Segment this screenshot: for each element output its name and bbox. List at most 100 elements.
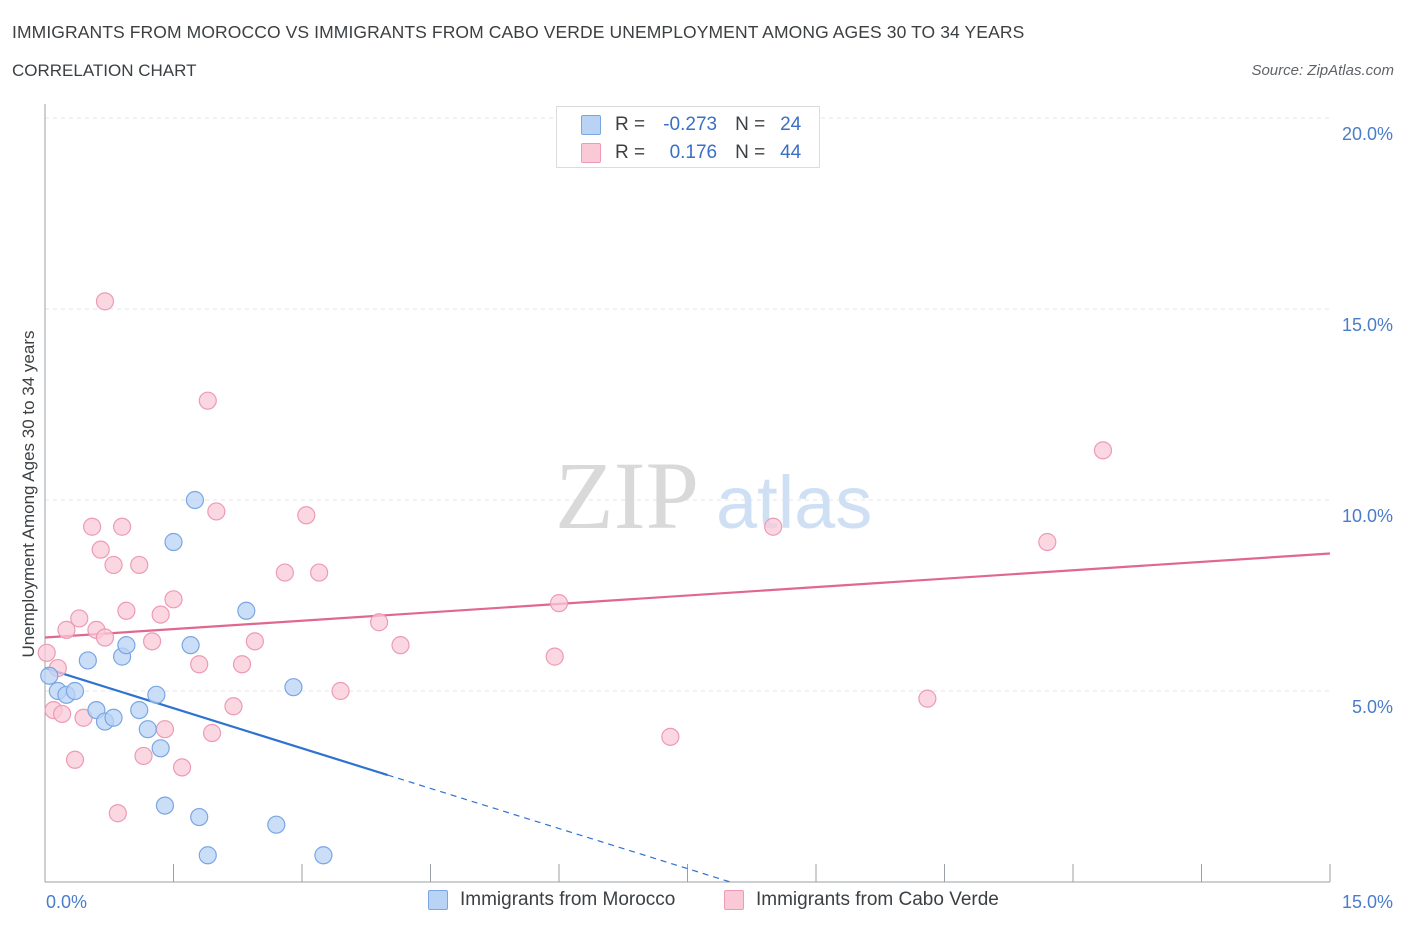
morocco-point [190, 807, 209, 827]
n-value: 44 [780, 142, 802, 163]
watermark-atlas: atlas [716, 461, 872, 544]
grid-lines [45, 117, 1330, 692]
caboverde-point [297, 506, 316, 525]
caboverde-point [245, 632, 264, 651]
caboverde-trend-line [44, 552, 1331, 639]
caboverde-point [155, 720, 175, 739]
data-points [37, 292, 1113, 865]
stats-legend: R = -0.273 N = 24 R = 0.176 N = 44 [556, 106, 820, 168]
caboverde-point [1038, 532, 1057, 552]
caboverde-point [95, 292, 115, 311]
caboverde-point [232, 655, 252, 674]
caboverde-point [190, 655, 209, 674]
caboverde-point [70, 609, 89, 628]
morocco-point [267, 815, 286, 834]
caboverde-swatch [581, 143, 601, 163]
caboverde-point [391, 636, 410, 655]
caboverde-point [104, 555, 123, 575]
morocco-legend-label: Immigrants from Morocco [460, 889, 676, 910]
bottom-legend-morocco: Immigrants from Morocco [428, 889, 675, 911]
morocco-point [104, 708, 123, 727]
x-tick-label: 15.0% [1342, 892, 1393, 912]
caboverde-point [57, 620, 76, 639]
r-label: R = [615, 114, 646, 135]
y-tick-labels: 5.0% 10.0% 15.0% 20.0% [1342, 124, 1393, 717]
chart-subtitle: CORRELATION CHART [12, 61, 197, 80]
morocco-point [151, 739, 170, 758]
legend-row-caboverde: R = 0.176 N = 44 [581, 141, 801, 165]
caboverde-point [151, 605, 170, 624]
x-tick-label: 0.0% [46, 892, 87, 912]
caboverde-point [549, 594, 569, 613]
y-tick-label: 15.0% [1342, 315, 1393, 335]
chart-title: IMMIGRANTS FROM MOROCCO VS IMMIGRANTS FR… [12, 22, 1025, 42]
legend-row-morocco: R = -0.273 N = 24 [581, 113, 801, 137]
caboverde-point [545, 647, 564, 666]
morocco-point [237, 601, 256, 620]
morocco-trend-extension [387, 774, 731, 883]
caboverde-point [764, 517, 783, 536]
axes [44, 104, 1331, 883]
morocco-point [147, 685, 166, 704]
morocco-trend-line [44, 667, 388, 777]
caboverde-point [130, 555, 149, 575]
morocco-swatch [581, 115, 601, 135]
caboverde-point [108, 804, 127, 823]
trend-lines [44, 552, 1331, 883]
n-value: 24 [780, 114, 802, 135]
caboverde-point [172, 758, 192, 777]
y-tick-label: 5.0% [1352, 697, 1393, 717]
caboverde-point [53, 704, 72, 724]
morocco-point [185, 490, 205, 510]
r-value: 0.176 [669, 142, 718, 163]
caboverde-legend-swatch [724, 890, 744, 910]
source-label: Source: ZipAtlas.com [1251, 62, 1394, 79]
caboverde-point [112, 517, 132, 536]
morocco-point [155, 796, 175, 815]
bottom-legend-caboverde: Immigrants from Cabo Verde [724, 889, 999, 911]
morocco-point [138, 720, 157, 739]
caboverde-point [142, 632, 162, 651]
morocco-point [65, 681, 85, 701]
y-tick-label: 20.0% [1342, 124, 1393, 144]
morocco-point [198, 846, 217, 865]
r-label: R = [615, 142, 646, 163]
x-tick-labels: 0.0% 15.0% [46, 892, 1393, 912]
caboverde-point [370, 613, 389, 632]
caboverde-point [275, 563, 294, 582]
caboverde-point [91, 540, 110, 559]
morocco-point [117, 636, 136, 655]
caboverde-legend-label: Immigrants from Cabo Verde [756, 889, 999, 910]
morocco-point [40, 666, 59, 685]
caboverde-point [95, 628, 115, 647]
caboverde-point [918, 689, 937, 708]
morocco-point [284, 678, 303, 697]
caboverde-point [1093, 441, 1113, 460]
morocco-point [164, 532, 183, 552]
caboverde-point [331, 681, 350, 701]
caboverde-point [134, 746, 153, 766]
morocco-point [181, 636, 200, 655]
caboverde-point [310, 563, 329, 582]
y-tick-label: 10.0% [1342, 506, 1393, 526]
morocco-point [78, 651, 97, 670]
caboverde-point [207, 502, 226, 521]
caboverde-point [37, 643, 56, 662]
caboverde-point [661, 727, 680, 746]
y-axis-label: Unemployment Among Ages 30 to 34 years [19, 331, 38, 658]
caboverde-point [198, 391, 217, 410]
morocco-point [130, 700, 149, 720]
watermark-zip: ZIP [555, 442, 699, 549]
caboverde-point [202, 723, 222, 743]
n-label: N = [735, 142, 766, 163]
caboverde-point [65, 750, 85, 769]
n-label: N = [735, 114, 766, 135]
caboverde-point [224, 697, 243, 716]
r-value: -0.273 [663, 114, 718, 135]
morocco-legend-swatch [428, 890, 448, 910]
watermark: ZIP atlas [555, 442, 872, 549]
caboverde-point [83, 517, 102, 536]
caboverde-point [164, 590, 183, 609]
morocco-point [314, 846, 333, 865]
